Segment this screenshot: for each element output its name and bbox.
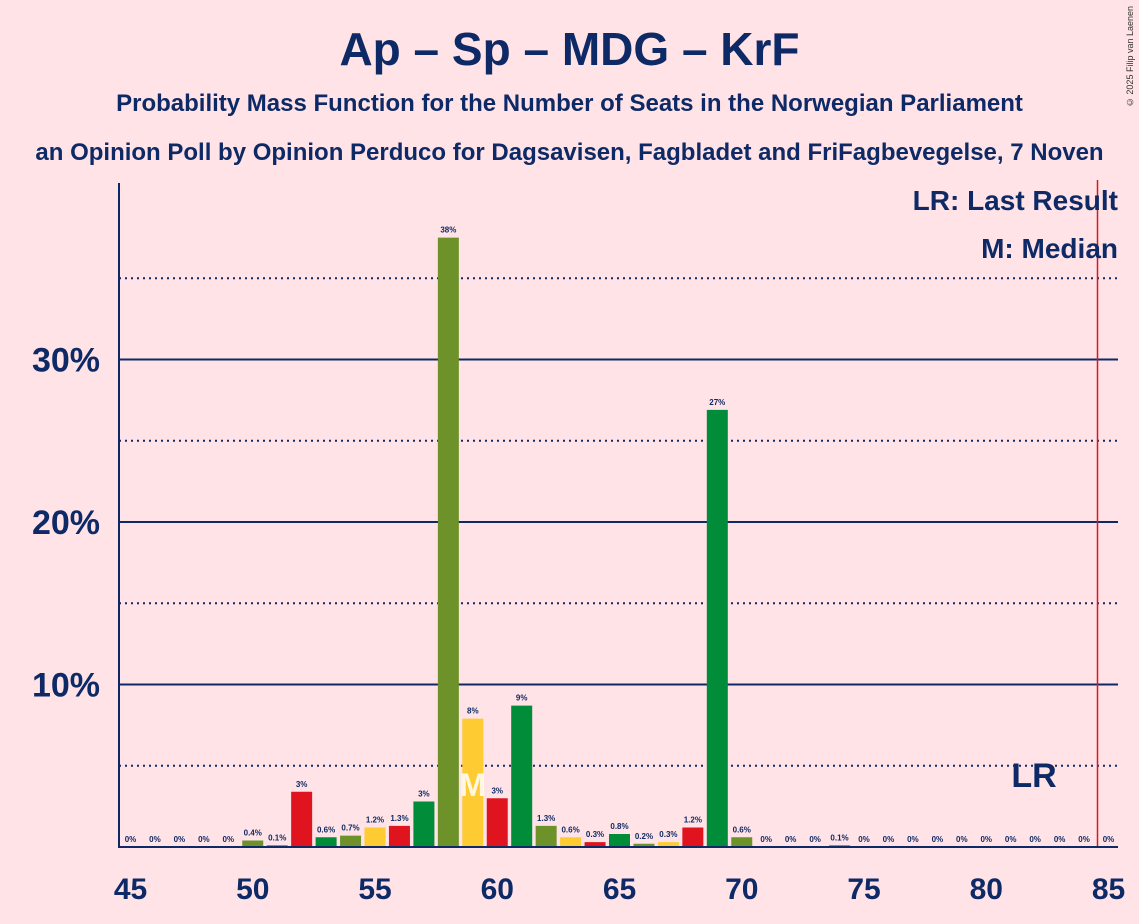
x-tick-label: 65 — [603, 873, 636, 906]
value-label-69: 27% — [709, 398, 725, 407]
value-label-58: 38% — [440, 226, 456, 235]
value-label-66: 0.2% — [635, 832, 653, 841]
value-label-70: 0.6% — [733, 825, 751, 834]
value-label-55: 1.2% — [366, 816, 384, 825]
value-label-81: 0% — [1005, 835, 1017, 844]
x-tick-label: 75 — [847, 873, 880, 906]
x-tick-label: 80 — [970, 873, 1003, 906]
bar-65 — [609, 834, 630, 847]
bar-70 — [731, 837, 753, 847]
value-label-65: 0.8% — [610, 822, 628, 831]
y-tick-label: 30% — [32, 342, 100, 380]
value-label-71: 0% — [760, 835, 772, 844]
gridlines: 10% 20% 30% — [32, 277, 1118, 767]
bar-59 — [462, 718, 484, 847]
value-label-72: 0% — [785, 835, 797, 844]
value-label-45: 0% — [125, 835, 137, 844]
bar-61 — [511, 705, 533, 847]
value-label-60: 3% — [491, 786, 503, 795]
value-label-75: 0% — [858, 835, 870, 844]
value-label-74: 0.1% — [830, 833, 848, 842]
value-label-50: 0.4% — [244, 829, 262, 838]
value-label-63: 0.6% — [561, 825, 579, 834]
bar-67 — [657, 842, 679, 847]
bar-58 — [437, 237, 459, 847]
value-label-80: 0% — [980, 835, 992, 844]
chart-source: an Opinion Poll by Opinion Perduco for D… — [35, 139, 1104, 166]
bar-53 — [315, 837, 337, 847]
bar-52 — [291, 791, 313, 847]
value-label-83: 0% — [1054, 835, 1066, 844]
x-tick-label: 70 — [725, 873, 758, 906]
legend-last-result: LR: Last Result — [913, 185, 1118, 216]
bar-54 — [340, 835, 362, 847]
x-tick-label: 60 — [481, 873, 514, 906]
y-tick-label: 10% — [32, 667, 100, 705]
bar-66 — [633, 843, 655, 847]
value-label-85: 0% — [1103, 835, 1115, 844]
value-label-52: 3% — [296, 780, 308, 789]
bar-57 — [413, 801, 435, 847]
value-label-82: 0% — [1029, 835, 1041, 844]
chart-title: Ap – Sp – MDG – KrF — [339, 23, 800, 75]
bar-50 — [242, 840, 264, 847]
value-label-77: 0% — [907, 835, 919, 844]
value-label-68: 1.2% — [684, 816, 702, 825]
last-result-marker: LR — [1011, 757, 1056, 795]
value-label-76: 0% — [883, 835, 895, 844]
value-label-62: 1.3% — [537, 814, 555, 823]
y-tick-label: 20% — [32, 504, 100, 542]
value-label-67: 0.3% — [659, 830, 677, 839]
bar-63 — [560, 837, 582, 847]
bar-62 — [535, 825, 557, 847]
value-label-78: 0% — [932, 835, 944, 844]
chart-subtitle: Probability Mass Function for the Number… — [116, 90, 1023, 117]
value-label-46: 0% — [149, 835, 161, 844]
value-label-56: 1.3% — [390, 814, 408, 823]
value-label-54: 0.7% — [341, 824, 359, 833]
value-label-47: 0% — [174, 835, 186, 844]
x-tick-label: 55 — [358, 873, 391, 906]
x-tick-label: 50 — [236, 873, 269, 906]
bars: 0% 0% 0% 0% 0% 0.4% 0.1% 3% 0.6% 0.7% 1.2% 1.3% 3% 38… — [125, 226, 1115, 847]
value-label-59: 8% — [467, 707, 479, 716]
value-label-61: 9% — [516, 694, 528, 703]
value-label-84: 0% — [1078, 835, 1090, 844]
median-marker: M — [459, 767, 486, 803]
value-label-79: 0% — [956, 835, 968, 844]
bar-55 — [364, 827, 386, 847]
value-label-53: 0.6% — [317, 825, 335, 834]
legend-median: M: Median — [981, 233, 1118, 264]
bar-64 — [584, 842, 606, 847]
value-label-64: 0.3% — [586, 830, 604, 839]
bar-68 — [682, 827, 704, 847]
value-label-49: 0% — [223, 835, 235, 844]
value-label-48: 0% — [198, 835, 210, 844]
value-label-73: 0% — [809, 835, 821, 844]
x-tick-label: 45 — [114, 873, 147, 906]
value-label-57: 3% — [418, 790, 430, 799]
bar-56 — [388, 825, 410, 847]
value-label-51: 0.1% — [268, 833, 286, 842]
axes: LR 45 50 55 60 65 70 75 80 85 — [114, 180, 1125, 906]
bar-69 — [706, 409, 728, 847]
bar-60 — [486, 798, 508, 847]
x-tick-label: 85 — [1092, 873, 1125, 906]
